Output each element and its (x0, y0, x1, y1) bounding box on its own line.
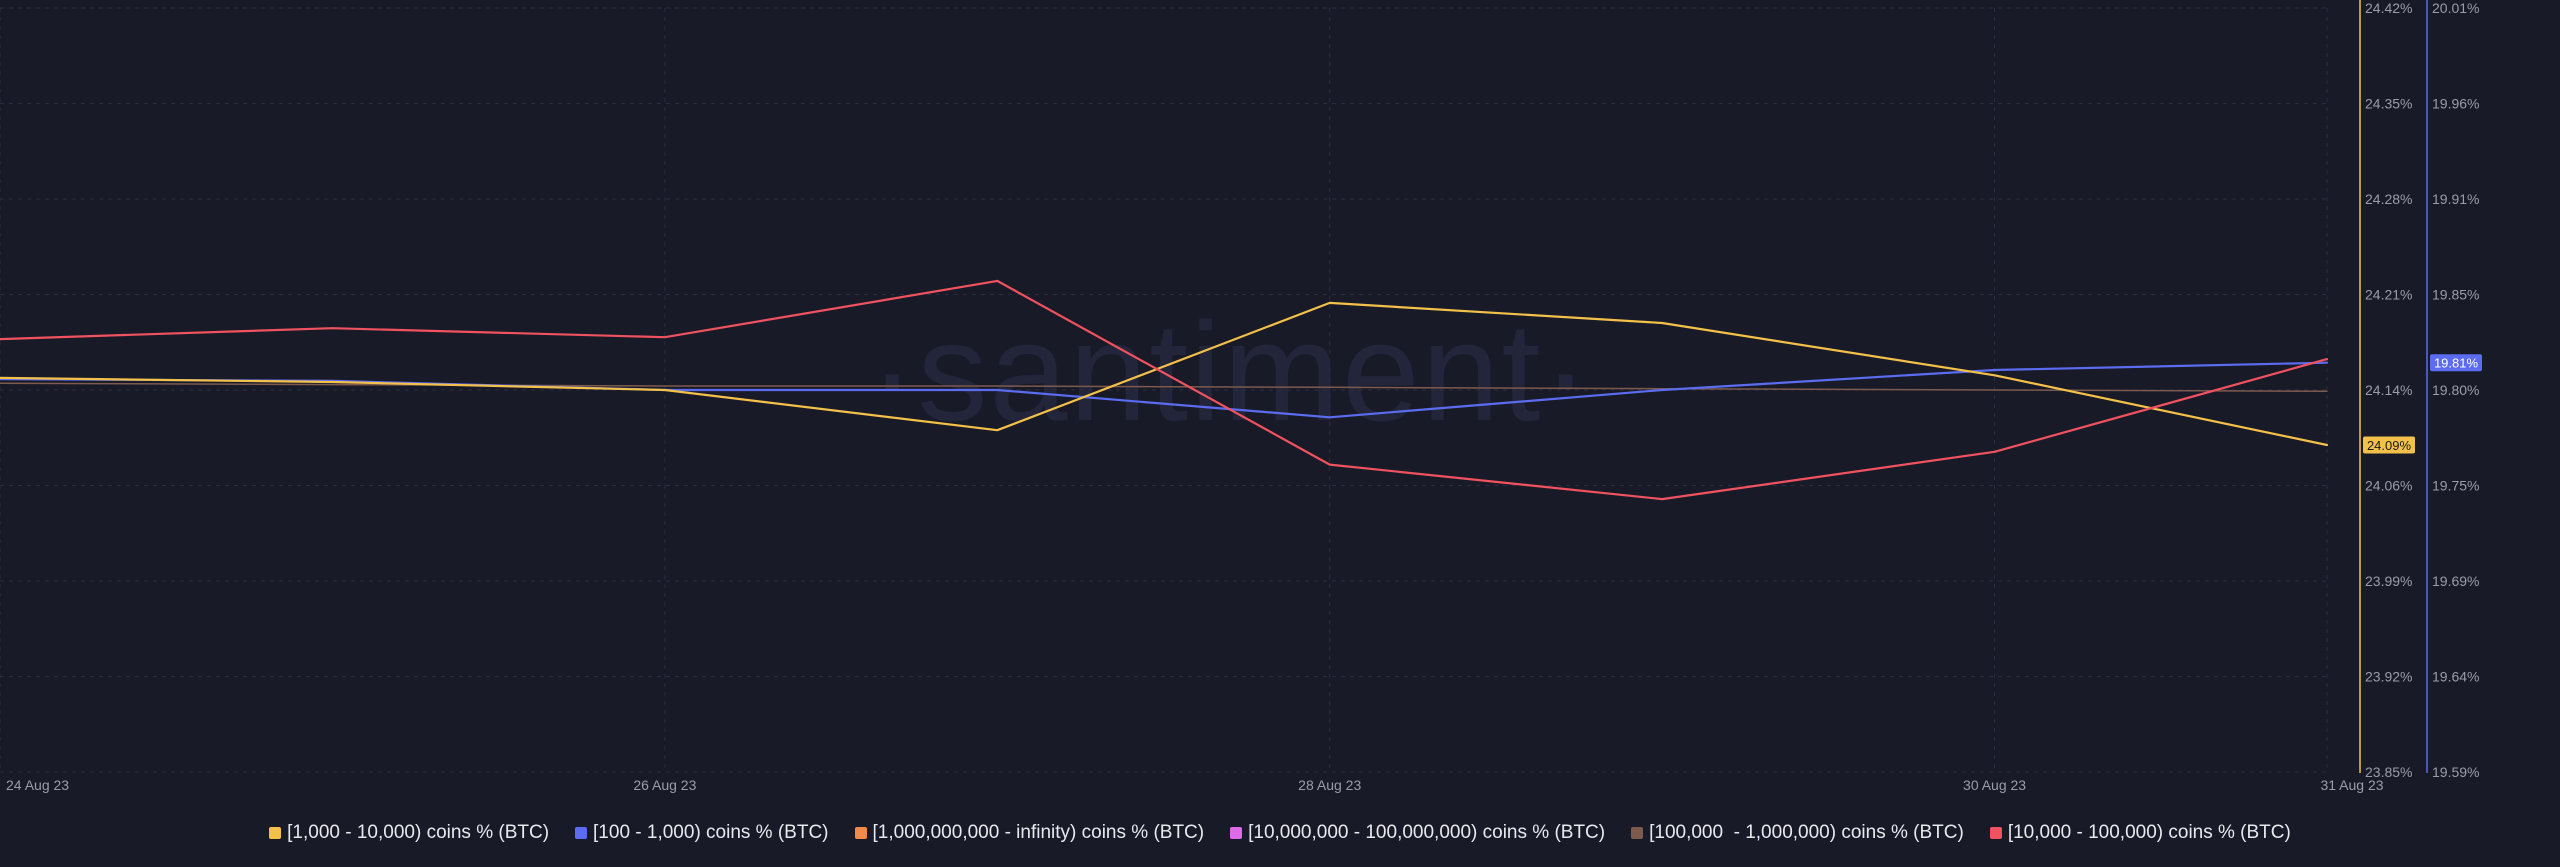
right-current-value-badge-background (2430, 354, 2482, 372)
left-axis-tick-label: 23.85% (2365, 764, 2412, 780)
right-axis-tick-label: 19.85% (2432, 287, 2479, 303)
legend-swatch (1631, 827, 1644, 839)
left-axis-tick-label: 23.99% (2365, 573, 2412, 589)
series-line[interactable] (0, 279, 2329, 501)
legend-swatch (269, 827, 282, 839)
left-axis-tick-label: 23.92% (2365, 669, 2412, 685)
legend-label: [10,000,000 - 100,000,000) coins % (BTC) (1248, 822, 1606, 843)
right-axis-tick-label: 19.80% (2432, 382, 2479, 398)
legend-item[interactable]: [1,000,000,000 - infinity) coins % (BTC) (854, 822, 1205, 844)
right-current-value-badge: 19.81% (2434, 356, 2479, 371)
legend-item[interactable]: [100,000 - 1,000,000) coins % (BTC) (1631, 822, 1964, 844)
right-axis-tick-label: 19.96% (2432, 96, 2479, 112)
right-axis-tick-label: 19.64% (2432, 669, 2479, 685)
right-axis-tick-label: 19.75% (2432, 478, 2479, 494)
left-current-value-badge-background (2363, 436, 2415, 454)
x-axis-tick-label: 24 Aug 23 (6, 777, 69, 793)
legend-swatch (575, 827, 588, 839)
x-axis-tick-label: 30 Aug 23 (1963, 777, 2026, 793)
legend-label: [1,000 - 10,000) coins % (BTC) (287, 822, 550, 843)
x-axis-tick-label: 26 Aug 23 (633, 777, 696, 793)
x-axis-tick-label: 31 Aug 23 (2320, 777, 2383, 793)
legend-item[interactable]: [100 - 1,000) coins % (BTC) (575, 822, 829, 844)
legend[interactable]: [1,000 - 10,000) coins % (BTC) [100 - 1,0… (0, 818, 2560, 848)
legend-swatch (1230, 827, 1243, 839)
current-value-badges: 24.09% 19.81% (2363, 354, 2482, 454)
right-axis-tick-label: 20.01% (2432, 0, 2479, 16)
line-chart[interactable]: ·santiment· 24.42% 24.35% 24.28% 24.21% 24.1… (0, 0, 2560, 815)
x-axis-tick-label: 28 Aug 23 (1298, 777, 1361, 793)
legend-label: [100,000 - 1,000,000) coins % (BTC) (1649, 822, 1964, 843)
legend-label: [100 - 1,000) coins % (BTC) (593, 822, 829, 843)
series-lines[interactable] (0, 279, 2329, 501)
left-current-value-badge: 24.09% (2367, 438, 2412, 453)
legend-item[interactable]: [10,000 - 100,000) coins % (BTC) (1989, 822, 2291, 844)
left-axis-tick-label: 24.42% (2365, 0, 2412, 16)
left-axis-tick-label: 24.14% (2365, 382, 2412, 398)
legend-label: [1,000,000,000 - infinity) coins % (BTC) (872, 822, 1205, 843)
right-axis-tick-label: 19.59% (2432, 764, 2479, 780)
legend-swatch (1989, 827, 2002, 839)
series-line[interactable] (0, 301, 2329, 447)
santiment-watermark: ·santiment· (869, 293, 1591, 450)
series-line[interactable] (0, 382, 2328, 393)
axes: 24.42% 24.35% 24.28% 24.21% 24.14% 24.06% 23.9… (6, 0, 2479, 793)
left-axis-tick-label: 24.28% (2365, 191, 2412, 207)
legend-label: [10,000 - 100,000) coins % (BTC) (2007, 822, 2291, 843)
right-axis-tick-label: 19.69% (2432, 573, 2479, 589)
legend-item[interactable]: [1,000 - 10,000) coins % (BTC) (269, 822, 549, 844)
left-axis-tick-label: 24.21% (2365, 287, 2412, 303)
left-axis-tick-label: 24.35% (2365, 96, 2412, 112)
legend-swatch (854, 827, 867, 839)
left-axis-tick-label: 24.06% (2365, 478, 2412, 494)
legend-item[interactable]: [10,000,000 - 100,000,000) coins % (BTC) (1230, 822, 1605, 844)
right-axis-tick-label: 19.91% (2432, 191, 2479, 207)
grid (0, 7, 2328, 773)
